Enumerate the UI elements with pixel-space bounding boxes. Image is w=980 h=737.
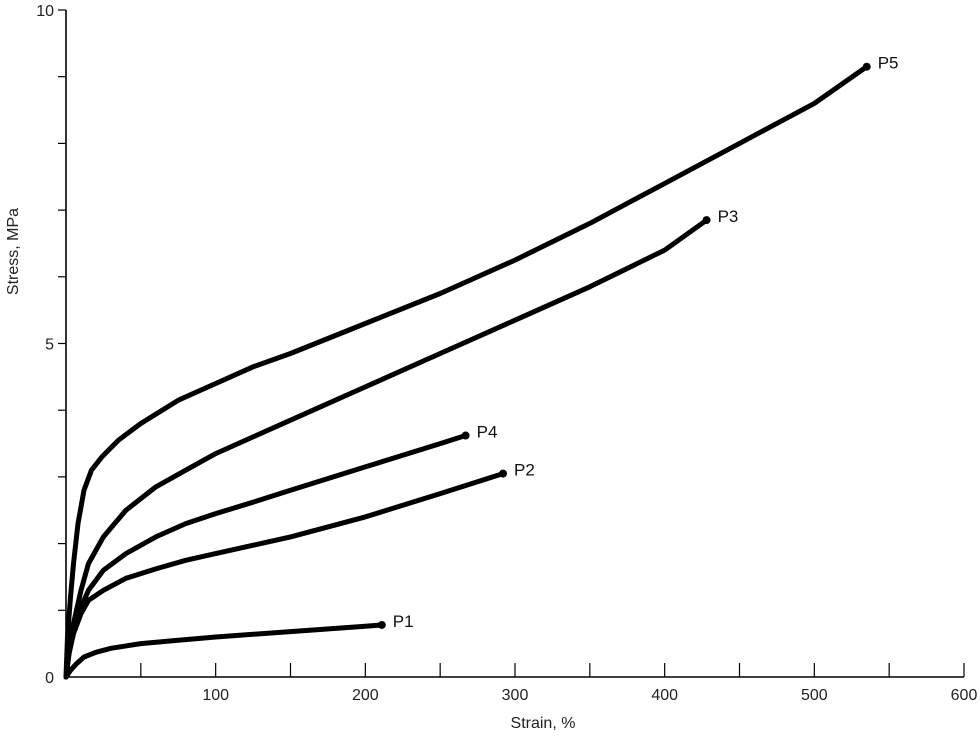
series-labels: P5 P3 P4 P2 P1 — [393, 54, 899, 631]
x-tick-label: 100 — [202, 687, 229, 704]
series-line-p2 — [63, 471, 506, 680]
y-axis-title: Stress, MPa — [5, 208, 22, 295]
series-label-p1: P1 — [393, 612, 414, 631]
series-line-p1 — [63, 622, 385, 680]
series-end-point-p3 — [702, 216, 711, 225]
series-end-point-p4 — [461, 431, 470, 440]
curves — [63, 62, 871, 680]
series-end-point-p5 — [862, 62, 871, 71]
x-tick-label: 400 — [651, 687, 678, 704]
y-tick-label: 0 — [45, 670, 54, 687]
series-line-p4 — [63, 433, 469, 680]
x-tick-label: 200 — [352, 687, 379, 704]
series-label-p2: P2 — [514, 461, 535, 480]
x-tick-label: 300 — [502, 687, 529, 704]
y-tick-label: 10 — [36, 3, 54, 20]
series-line-p3 — [63, 217, 710, 680]
y-tick-label: 5 — [45, 337, 54, 354]
series-end-point-p1 — [377, 620, 386, 629]
series-line-p5 — [63, 64, 870, 680]
series-end-point-p2 — [499, 469, 508, 478]
series-label-p5: P5 — [878, 54, 899, 73]
ticks: 100 200 300 400 500 600 0 5 10 — [36, 3, 977, 704]
x-tick-label: 500 — [801, 687, 828, 704]
series-label-p4: P4 — [477, 423, 498, 442]
x-axis-title: Strain, % — [511, 715, 576, 732]
axes — [65, 10, 964, 678]
x-tick-label: 600 — [951, 687, 978, 704]
series-label-p3: P3 — [718, 207, 739, 226]
